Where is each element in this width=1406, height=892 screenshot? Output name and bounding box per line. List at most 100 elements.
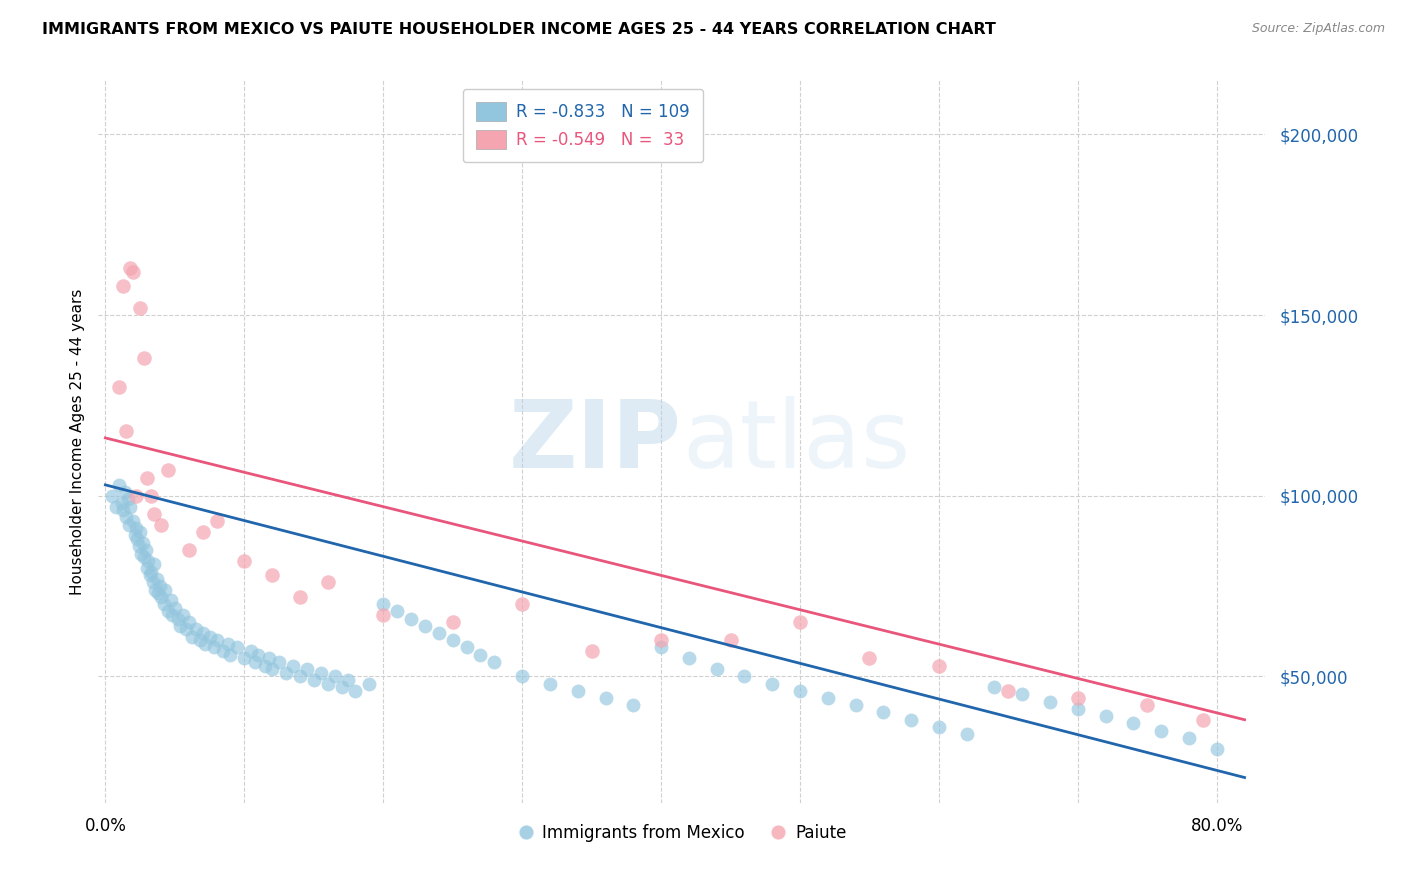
Point (1205, 741, 1227, 756)
Point (156, 463, 179, 477)
Point (1039, 695, 1062, 709)
Point (441, 633, 464, 648)
Point (456, 640, 478, 655)
Point (149, 590, 172, 604)
Point (143, 507, 166, 521)
Point (112, 503, 135, 517)
Point (330, 680, 353, 694)
Point (132, 535, 155, 549)
Point (226, 640, 249, 655)
Point (191, 626, 214, 640)
Legend: Immigrants from Mexico, Paiute: Immigrants from Mexico, Paiute (510, 817, 853, 848)
Point (152, 597, 174, 611)
Point (105, 500, 128, 514)
Point (413, 619, 436, 633)
Point (198, 630, 221, 644)
Point (114, 485, 136, 500)
Point (316, 676, 339, 690)
Point (142, 575, 165, 590)
Point (245, 655, 267, 669)
Point (139, 568, 162, 582)
Point (650, 640, 672, 655)
Point (789, 615, 811, 630)
Point (845, 698, 868, 713)
Point (1122, 716, 1144, 731)
Point (928, 658, 950, 673)
Point (1192, 713, 1215, 727)
Point (302, 673, 325, 687)
Point (153, 582, 176, 597)
Point (219, 648, 242, 662)
Point (205, 514, 228, 528)
Point (1011, 687, 1033, 701)
Point (706, 662, 728, 676)
Point (247, 648, 270, 662)
Point (134, 351, 156, 366)
Point (188, 633, 211, 648)
Point (309, 665, 332, 680)
Point (956, 727, 979, 741)
Point (115, 510, 138, 524)
Point (1067, 691, 1090, 706)
Point (159, 593, 181, 607)
Point (184, 623, 207, 637)
Point (323, 669, 346, 683)
Point (510, 597, 533, 611)
Point (595, 691, 617, 706)
Point (288, 669, 311, 683)
Point (135, 542, 157, 557)
Point (194, 637, 217, 651)
Point (262, 662, 284, 676)
Text: IMMIGRANTS FROM MEXICO VS PAIUTE HOUSEHOLDER INCOME AGES 25 - 44 YEARS CORRELATI: IMMIGRANTS FROM MEXICO VS PAIUTE HOUSEHO… (42, 22, 995, 37)
Point (385, 604, 408, 618)
Point (274, 665, 297, 680)
Point (128, 539, 150, 553)
Point (205, 633, 228, 648)
Point (761, 676, 783, 690)
Point (108, 478, 131, 492)
Point (127, 532, 149, 546)
Point (163, 600, 186, 615)
Point (136, 561, 159, 575)
Text: ZIP: ZIP (509, 395, 682, 488)
Point (254, 658, 277, 673)
Point (138, 554, 160, 568)
Point (1136, 698, 1159, 713)
Point (118, 517, 141, 532)
Text: Source: ZipAtlas.com: Source: ZipAtlas.com (1251, 22, 1385, 36)
Point (124, 528, 146, 542)
Point (112, 279, 135, 293)
Point (148, 579, 170, 593)
Point (134, 550, 156, 565)
Point (117, 492, 139, 507)
Point (191, 524, 214, 539)
Point (240, 644, 263, 658)
Point (149, 517, 172, 532)
Point (567, 683, 589, 698)
Point (180, 630, 202, 644)
Point (108, 380, 131, 394)
Point (169, 619, 191, 633)
Point (146, 586, 169, 600)
Point (650, 633, 672, 648)
Point (733, 669, 755, 683)
Point (233, 651, 256, 665)
Point (120, 261, 142, 276)
Point (281, 658, 304, 673)
Point (125, 521, 148, 535)
Point (581, 644, 603, 658)
Point (373, 607, 395, 622)
Point (1178, 731, 1201, 745)
Point (510, 669, 533, 683)
Point (125, 489, 148, 503)
Point (789, 683, 811, 698)
Point (1150, 723, 1173, 738)
Point (115, 424, 138, 438)
Point (233, 554, 256, 568)
Point (101, 489, 124, 503)
Point (156, 604, 179, 618)
Point (817, 691, 839, 706)
Point (928, 720, 950, 734)
Y-axis label: Householder Income Ages 25 - 44 years: Householder Income Ages 25 - 44 years (69, 288, 84, 595)
Point (441, 615, 464, 630)
